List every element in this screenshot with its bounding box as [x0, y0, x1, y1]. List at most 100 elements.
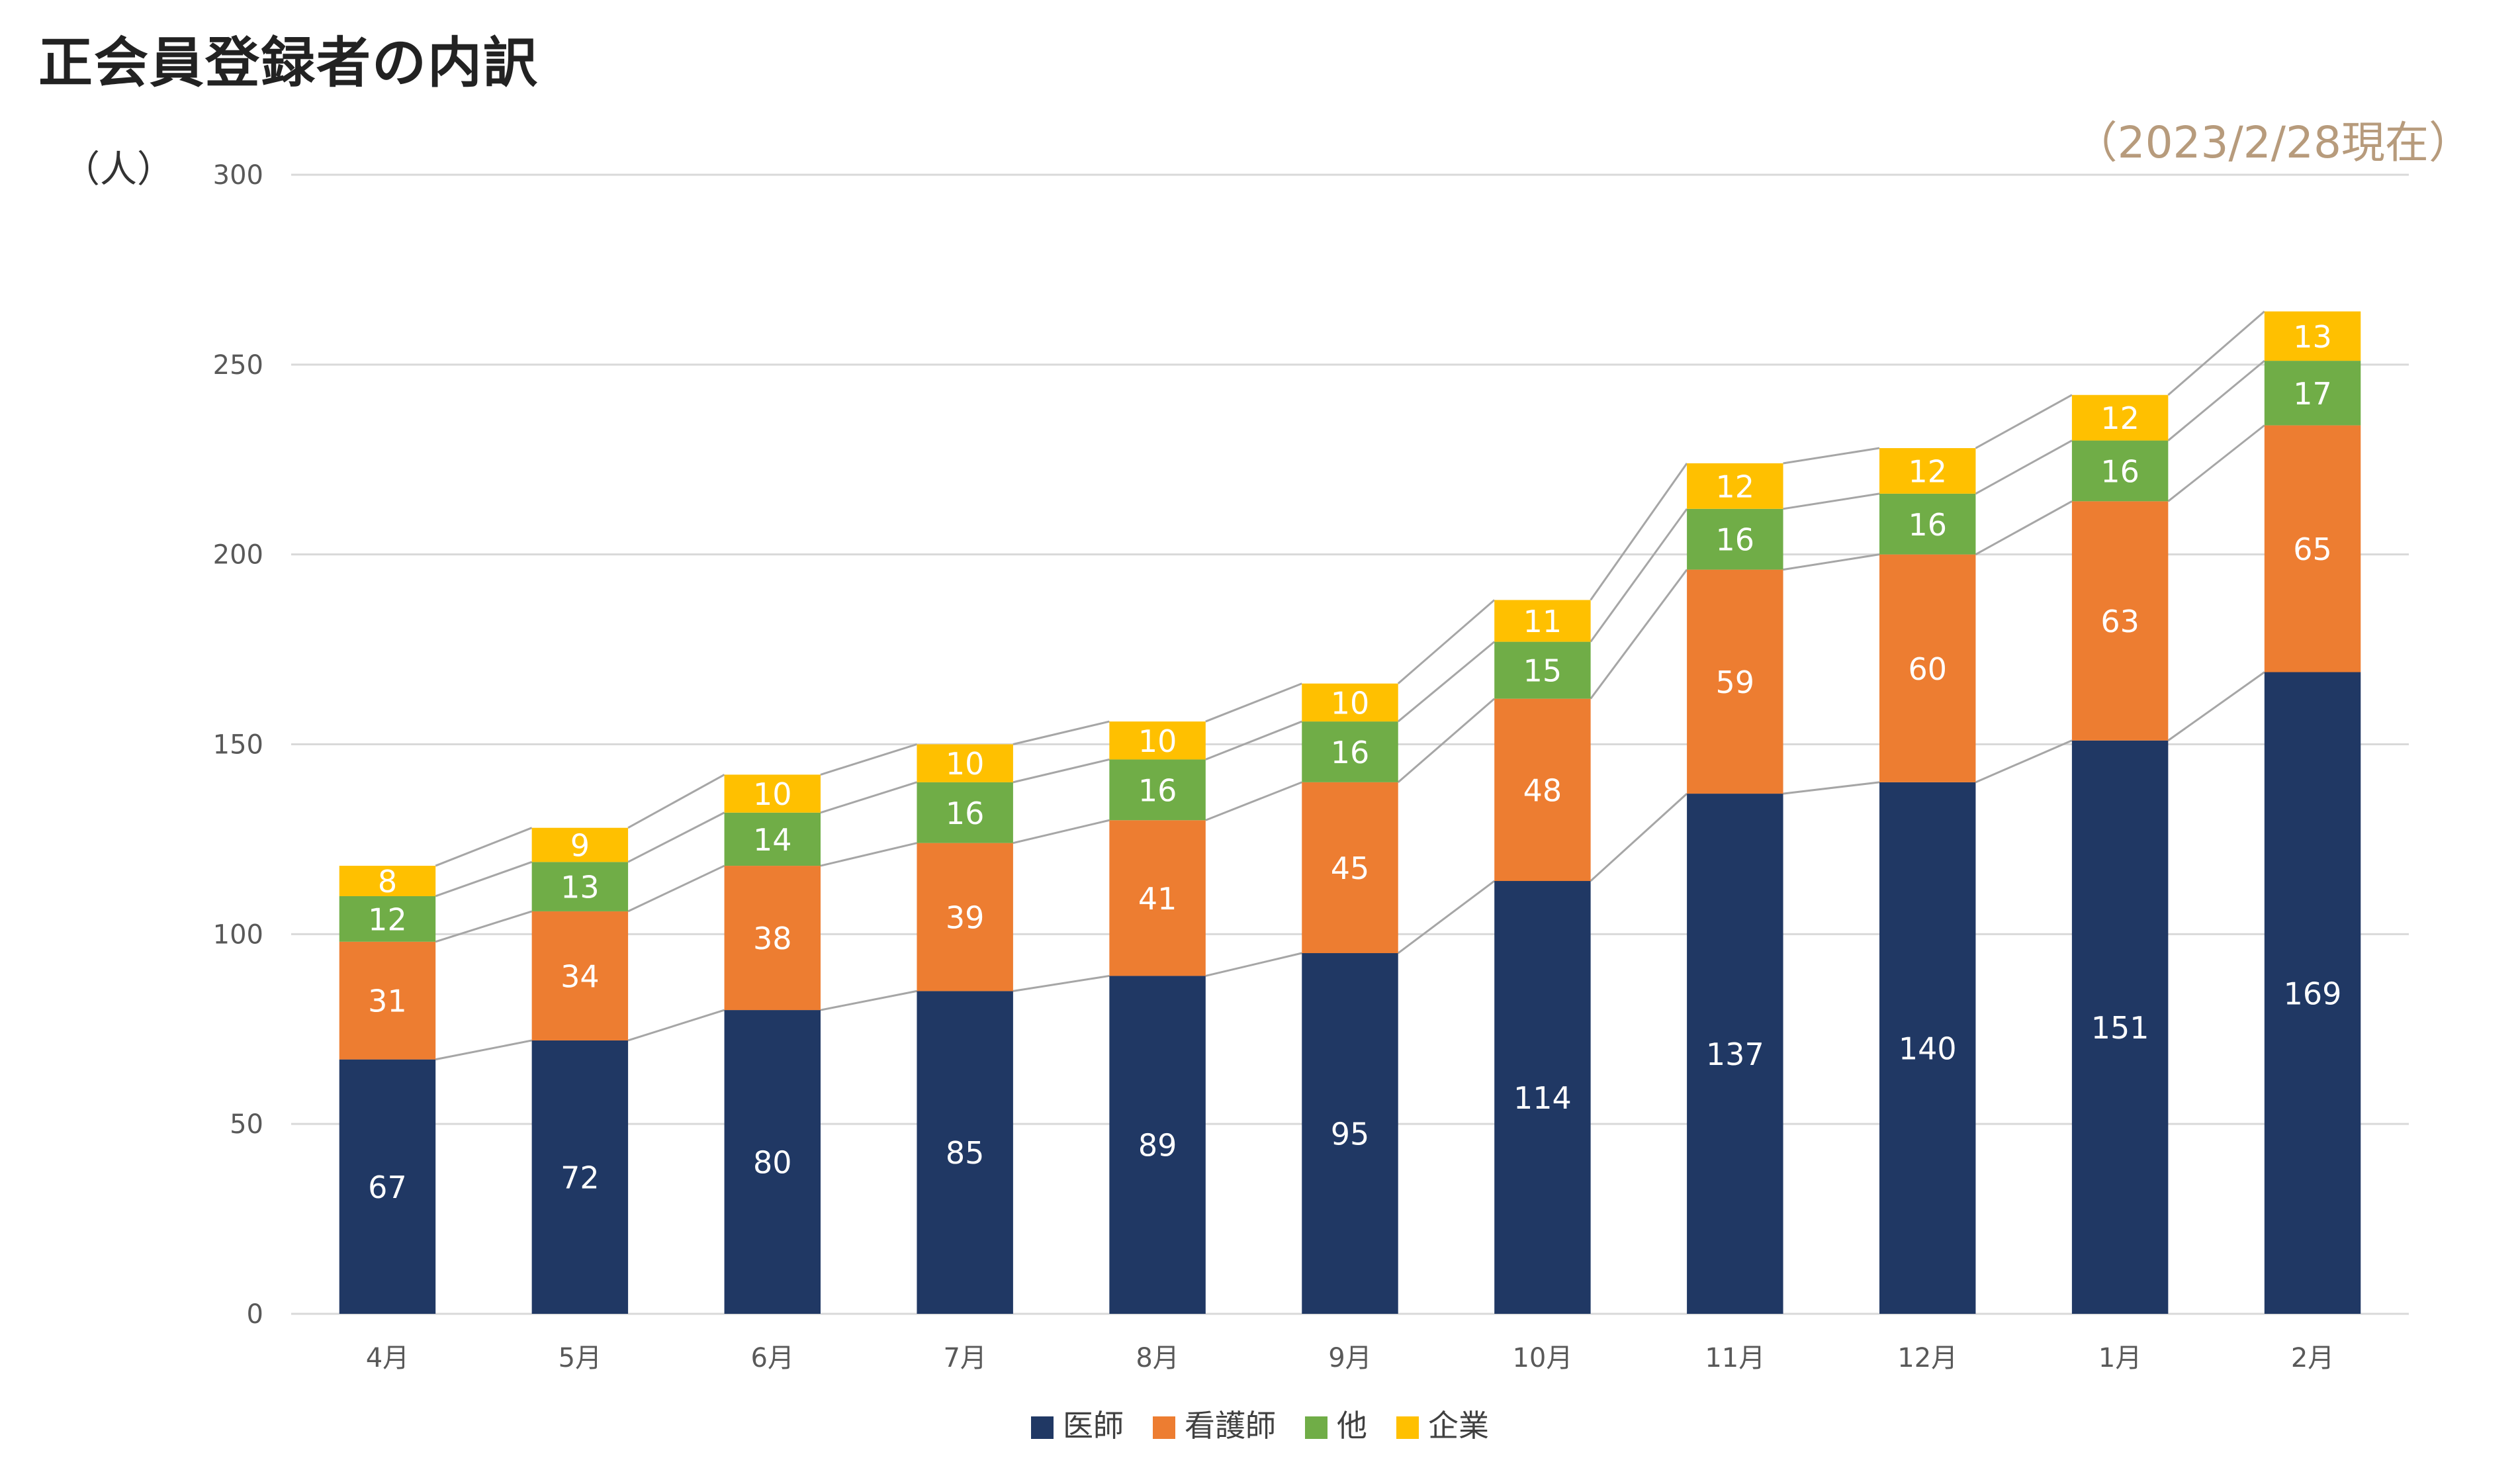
bar-看護師-5月: [531, 911, 629, 1040]
x-tick-label-5月: 5月: [559, 1343, 602, 1373]
data-label-医師-11月: 137: [1706, 1036, 1764, 1072]
y-tick-label-50: 50: [230, 1109, 263, 1140]
series-line-2-7: [1590, 569, 1688, 700]
series-line-4-9: [1975, 394, 2073, 449]
data-label-医師-10月: 114: [1513, 1080, 1572, 1116]
bar-医師-2月: [2264, 672, 2361, 1314]
data-label-企業-5月: 9: [570, 828, 590, 864]
series-line-4-5: [1205, 682, 1302, 723]
bar-看護師-1月: [2071, 501, 2169, 741]
y-tick-label-100: 100: [213, 919, 263, 950]
series-line-2-1: [435, 910, 533, 943]
series-line-3-10: [2167, 359, 2265, 441]
x-tick-label-11月: 11月: [1705, 1343, 1765, 1373]
bar-他-6月: [724, 812, 821, 866]
data-label-看護師-1月: 63: [2100, 604, 2139, 639]
series-line-3-9: [1975, 439, 2073, 495]
bar-看護師-6月: [724, 866, 821, 1011]
y-tick-label-300: 300: [213, 160, 263, 191]
data-label-企業-10月: 11: [1523, 604, 1562, 639]
data-label-他-10月: 15: [1523, 653, 1562, 689]
bar-看護師-9月: [1302, 782, 1398, 954]
chart-title: 正会員登録者の内訳: [38, 32, 539, 95]
bar-企業-7月: [917, 744, 1013, 782]
series-line-2-6: [1397, 698, 1496, 783]
data-label-他-8月: 16: [1138, 772, 1177, 808]
legend-label-医師: 医師: [1063, 1408, 1124, 1444]
data-label-企業-12月: 12: [1908, 453, 1947, 489]
bar-他-2月: [2264, 361, 2361, 426]
legend-swatch-看護師: [1153, 1416, 1175, 1439]
data-label-看護師-11月: 59: [1716, 665, 1755, 700]
bar-他-1月: [2071, 440, 2169, 502]
series-line-2-3: [820, 842, 917, 867]
bar-医師-11月: [1687, 794, 1783, 1314]
data-label-他-12月: 16: [1908, 507, 1947, 543]
legend-label-他: 他: [1337, 1408, 1367, 1444]
x-tick-label-8月: 8月: [1136, 1343, 1179, 1373]
series-line-1-4: [1012, 974, 1110, 992]
bar-医師-5月: [531, 1040, 629, 1314]
legend-swatch-他: [1305, 1416, 1328, 1439]
series-line-3-8: [1783, 492, 1880, 510]
series-line-4-3: [820, 743, 917, 776]
y-axis-label: （人）: [63, 148, 174, 191]
bar-医師-10月: [1494, 881, 1591, 1314]
as-of-date: （2023/2/28現在）: [2073, 117, 2472, 168]
series-line-4-6: [1397, 599, 1496, 684]
data-label-他-6月: 14: [753, 822, 792, 858]
series-line-3-1: [435, 860, 533, 898]
data-label-看護師-9月: 45: [1331, 851, 1370, 886]
legend-swatch-企業: [1396, 1416, 1419, 1439]
data-label-他-4月: 12: [368, 901, 407, 937]
series-line-1-9: [1975, 739, 2073, 784]
bar-他-7月: [917, 782, 1013, 843]
data-label-企業-7月: 10: [946, 746, 985, 782]
data-label-企業-6月: 10: [753, 776, 792, 812]
data-label-企業-8月: 10: [1138, 723, 1177, 759]
series-line-3-7: [1590, 508, 1688, 643]
data-label-他-9月: 16: [1331, 735, 1370, 770]
bar-他-9月: [1302, 721, 1398, 782]
x-tick-label-10月: 10月: [1512, 1343, 1572, 1373]
bar-他-5月: [531, 862, 629, 911]
y-tick-label-200: 200: [213, 540, 263, 571]
x-tick-label-6月: 6月: [751, 1343, 794, 1373]
bar-医師-4月: [339, 1059, 436, 1314]
bar-看護師-2月: [2264, 425, 2361, 672]
bar-医師-6月: [724, 1010, 821, 1314]
series-line-2-9: [1975, 500, 2073, 555]
y-tick-label-250: 250: [213, 350, 263, 381]
series-line-2-10: [2167, 424, 2265, 502]
data-label-医師-8月: 89: [1138, 1128, 1177, 1164]
bar-看護師-8月: [1109, 820, 1206, 976]
data-label-企業-2月: 13: [2293, 319, 2332, 355]
bar-企業-4月: [339, 866, 436, 896]
series-line-1-5: [1205, 952, 1302, 977]
series-line-3-5: [1205, 720, 1302, 760]
bar-企業-1月: [2071, 394, 2169, 441]
series-line-1-8: [1783, 781, 1880, 795]
series-line-4-7: [1590, 463, 1688, 601]
bar-医師-1月: [2071, 740, 2169, 1314]
data-label-医師-12月: 140: [1899, 1031, 1957, 1066]
data-label-医師-9月: 95: [1331, 1117, 1370, 1152]
bar-他-11月: [1687, 508, 1783, 570]
series-line-2-2: [627, 864, 725, 913]
series-line-1-6: [1397, 880, 1496, 954]
bar-医師-7月: [917, 991, 1013, 1314]
series-line-3-2: [627, 811, 725, 863]
data-label-医師-1月: 151: [2091, 1010, 2149, 1046]
series-line-3-6: [1397, 641, 1496, 723]
series-line-3-3: [820, 781, 917, 814]
bar-他-8月: [1109, 759, 1206, 821]
bar-他-12月: [1879, 493, 1976, 555]
bar-企業-10月: [1494, 600, 1591, 642]
y-tick-label-150: 150: [213, 730, 263, 760]
data-label-看護師-7月: 39: [946, 900, 985, 936]
data-label-看護師-4月: 31: [368, 984, 407, 1019]
x-tick-label-1月: 1月: [2098, 1343, 2141, 1373]
x-tick-label-4月: 4月: [366, 1343, 409, 1373]
bar-企業-8月: [1109, 721, 1206, 760]
